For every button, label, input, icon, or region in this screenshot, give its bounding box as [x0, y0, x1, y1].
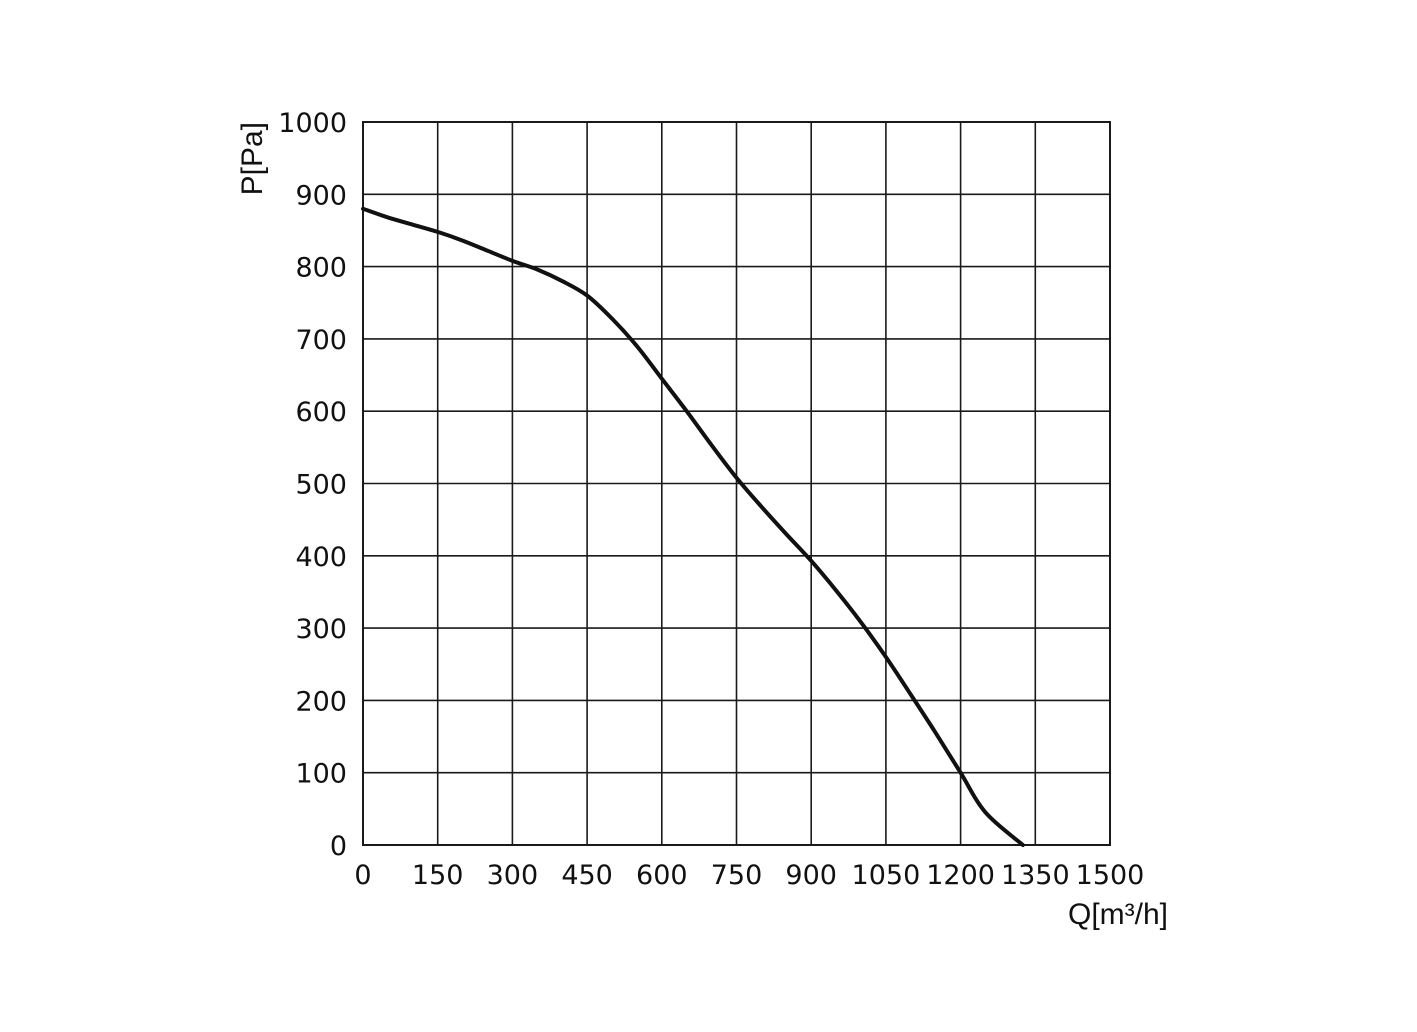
x-tick-label: 0 [354, 860, 371, 891]
y-axis-ticks: 0 100 200 300 400 500 600 700 800 900 1000 [278, 108, 347, 862]
x-tick-label: 1500 [1076, 860, 1145, 891]
pressure-curve [361, 206, 1025, 847]
grid [362, 121, 1111, 846]
x-tick-label: 300 [487, 860, 539, 891]
y-axis-label: P[Pa] [236, 122, 269, 195]
y-tick-label: 1000 [278, 108, 347, 139]
x-tick-label: 750 [711, 860, 763, 891]
y-tick-label: 900 [295, 180, 347, 211]
y-tick-label: 0 [330, 831, 347, 862]
y-tick-label: 300 [295, 614, 347, 645]
plot-frame [362, 121, 1111, 846]
x-tick-label: 1200 [926, 860, 995, 891]
x-tick-label: 450 [561, 860, 613, 891]
y-tick-label: 600 [295, 397, 347, 428]
y-tick-label: 400 [295, 542, 347, 573]
x-tick-label: 150 [412, 860, 464, 891]
curve-layer [361, 206, 1025, 847]
x-axis-ticks: 0 150 300 450 600 750 900 1050 1200 1350 1500 [354, 860, 1144, 891]
x-axis-label: Q[m³/h] [1068, 898, 1168, 931]
x-tick-label: 1050 [852, 860, 921, 891]
x-tick-label: 1350 [1001, 860, 1070, 891]
y-tick-label: 500 [295, 470, 347, 501]
y-tick-label: 800 [295, 253, 347, 284]
y-tick-label: 100 [295, 759, 347, 790]
x-tick-label: 900 [785, 860, 837, 891]
x-tick-label: 600 [636, 860, 688, 891]
y-tick-label: 700 [295, 325, 347, 356]
y-tick-label: 200 [295, 686, 347, 717]
